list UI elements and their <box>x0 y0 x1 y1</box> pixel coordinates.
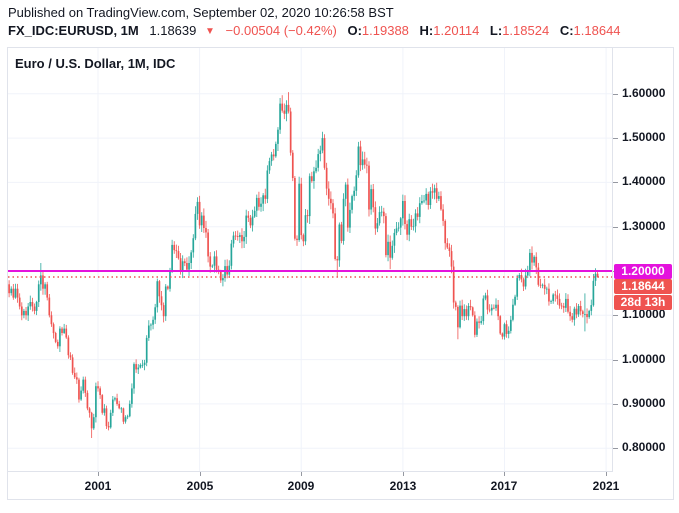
level-price-badge: 1.20000 <box>614 264 672 279</box>
time-axis[interactable]: 2001 2005 2009 2013 2017 2021 <box>8 472 619 499</box>
open-value: 1.19388 <box>361 23 409 38</box>
publish-info: Published on TradingView.com, September … <box>8 5 394 20</box>
down-triangle-icon: ▼ <box>205 26 215 37</box>
time-tick-mark <box>504 472 505 476</box>
time-tick-mark <box>98 472 99 476</box>
close-label: C: <box>559 23 574 38</box>
symbol-info-row: FX_IDC:EURUSD, 1M 1.18639 ▼ −0.00504 (−0… <box>8 23 621 38</box>
chart-legend-title: Euro / U.S. Dollar, 1M, IDC <box>15 56 176 71</box>
low-value: 1.18524 <box>502 23 550 38</box>
price-tick-label: 1.10000 <box>622 307 666 321</box>
open-label: O: <box>347 23 362 38</box>
price-tick-mark <box>613 404 618 405</box>
bar-countdown-badge: 28d 13h <box>614 295 672 310</box>
price-tick-mark <box>613 360 618 361</box>
price-change: −0.00504 (−0.42%) <box>225 23 337 38</box>
price-axis[interactable]: 0.80000 0.90000 1.00000 1.10000 1.20000 1.300… <box>613 48 673 499</box>
time-tick-mark <box>200 472 201 476</box>
time-tick-label: 2013 <box>389 479 417 493</box>
price-tick-label: 0.80000 <box>622 440 666 454</box>
candlestick-chart[interactable] <box>8 48 612 471</box>
price-tick-label: 0.90000 <box>622 396 666 410</box>
price-tick-mark <box>613 315 618 316</box>
price-tick-mark <box>613 448 618 449</box>
high-value: 1.20114 <box>433 23 480 38</box>
time-tick-label: 2021 <box>592 479 620 493</box>
time-tick-mark <box>301 472 302 476</box>
time-tick-mark <box>403 472 404 476</box>
price-tick-mark <box>613 182 618 183</box>
high-label: H: <box>419 23 434 38</box>
time-tick-label: 2005 <box>186 479 214 493</box>
price-tick-mark <box>613 94 618 95</box>
low-label: L: <box>489 23 503 38</box>
price-tick-label: 1.00000 <box>622 352 666 366</box>
time-tick-label: 2017 <box>490 479 518 493</box>
price-tick-mark <box>613 227 618 228</box>
price-pane[interactable]: Euro / U.S. Dollar, 1M, IDC <box>8 48 613 472</box>
price-tick-label: 1.30000 <box>622 219 666 233</box>
price-tick-label: 1.50000 <box>622 130 666 144</box>
symbol-title: FX_IDC:EURUSD, 1M <box>8 23 139 38</box>
last-price-badge: 1.18644 <box>614 279 672 294</box>
close-value: 1.18644 <box>573 23 621 38</box>
time-tick-label: 2009 <box>287 479 315 493</box>
chart-area[interactable]: Euro / U.S. Dollar, 1M, IDC 0.80000 0.900… <box>7 47 674 500</box>
time-tick-label: 2001 <box>84 479 112 493</box>
price-tick-label: 1.40000 <box>622 174 666 188</box>
last-price: 1.18639 <box>149 23 197 38</box>
price-tick-mark <box>613 138 618 139</box>
time-tick-mark <box>606 472 607 476</box>
price-tick-label: 1.60000 <box>622 86 666 100</box>
